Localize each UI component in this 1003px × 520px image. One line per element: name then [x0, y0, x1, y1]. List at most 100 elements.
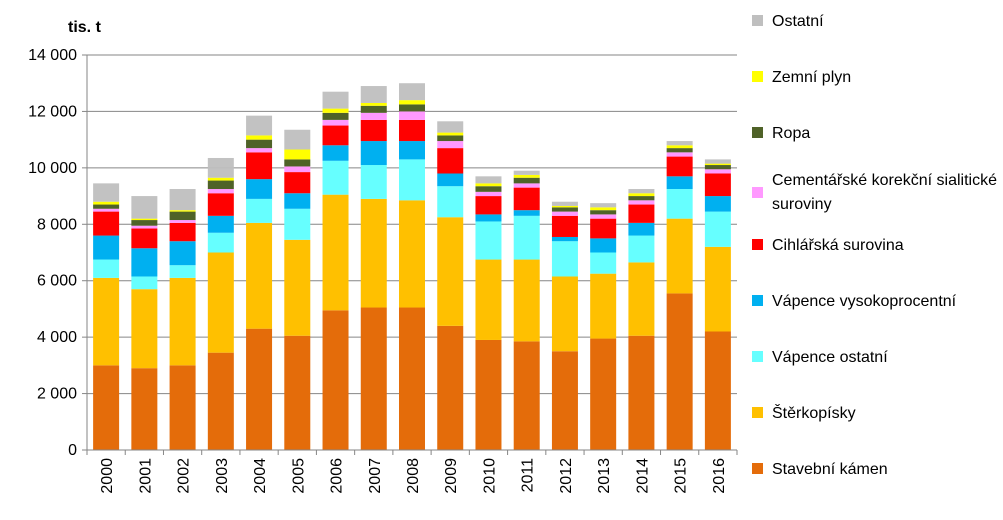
legend-label: Cihlářská surovina [772, 237, 904, 254]
bar-segment [666, 145, 693, 149]
x-tick-label: 2016 [711, 458, 728, 494]
bar-segment [169, 211, 196, 221]
bar-segment [551, 351, 578, 450]
bar-segment [666, 141, 693, 146]
bar-segment [284, 239, 311, 336]
bar-segment [475, 186, 502, 192]
legend-swatch [752, 407, 763, 418]
bar-segment [93, 235, 120, 260]
bar-segment [207, 157, 234, 178]
bar-segment [551, 207, 578, 212]
legend-swatch [752, 187, 763, 198]
bar-segment [704, 246, 731, 332]
bar-segment [399, 141, 425, 160]
bar-segment [551, 215, 578, 237]
legend-label: Ropa [772, 125, 810, 142]
y-axis-label: tis. t [68, 19, 102, 36]
bar-segment [322, 194, 349, 311]
bar-segment [284, 172, 311, 194]
legend-swatch [752, 351, 763, 362]
y-tick-label: 0 [68, 442, 77, 459]
x-tick-label: 2009 [443, 458, 460, 494]
bar-segment [93, 204, 120, 209]
bar-segment [246, 135, 273, 140]
bar-segment [666, 152, 693, 157]
bar-segment [513, 187, 540, 211]
bars [93, 83, 731, 450]
bar-segment [169, 241, 196, 266]
bar-segment [551, 211, 578, 216]
bar-segment [360, 102, 387, 106]
legend-label: Štěrkopísky [772, 403, 856, 422]
bar-segment [131, 228, 158, 249]
bar-segment [399, 159, 425, 201]
y-tick-label: 4 000 [37, 329, 77, 346]
bar-segment [704, 159, 731, 164]
bar-segment [437, 148, 464, 174]
bar-segment [704, 196, 731, 212]
x-tick-label: 2012 [558, 458, 575, 494]
bar-segment [551, 201, 578, 206]
bar-segment [628, 235, 655, 263]
bar-segment [666, 293, 693, 450]
x-tick-label: 2000 [99, 458, 116, 494]
bar-segment [437, 325, 464, 450]
bar-segment [169, 220, 196, 223]
bar-segment [437, 186, 464, 218]
bar-segment [360, 119, 387, 142]
bar-segment [551, 276, 578, 352]
bar-segment [399, 307, 425, 450]
bar-segment [284, 193, 311, 209]
bar-segment [399, 83, 425, 101]
x-tick-label: 2004 [252, 458, 269, 494]
bar-segment [590, 207, 617, 211]
x-tick-label: 2011 [520, 458, 537, 493]
legend-label: Ostatní [772, 13, 824, 30]
legend-swatch [752, 127, 763, 138]
bar-segment [169, 277, 196, 366]
bar-segment [322, 91, 349, 109]
bar-segment [322, 310, 349, 450]
bar-segment [551, 205, 578, 208]
bar-segment [322, 108, 349, 113]
bar-segment [169, 210, 196, 212]
bar-segment [284, 129, 311, 150]
bar-segment [704, 163, 731, 166]
bar-segment [93, 259, 120, 278]
bar-segment [628, 262, 655, 336]
bar-segment [93, 365, 120, 450]
legend-label: Vápence ostatní [772, 349, 888, 366]
bar-segment [207, 232, 234, 253]
bar-segment [399, 200, 425, 308]
bar-segment [131, 225, 158, 229]
bar-segment [207, 215, 234, 233]
bar-segment [704, 331, 731, 450]
bar-segment [284, 166, 311, 173]
y-tick-labels: 0 2 000 4 000 6 000 8 000 10 000 12 000 14 000 [28, 47, 77, 459]
bar-segment [437, 132, 464, 136]
legend-swatch [752, 295, 763, 306]
y-tick-label: 6 000 [37, 273, 77, 290]
bar-segment [131, 218, 158, 221]
bar-segment [590, 203, 617, 208]
legend: Ostatní Zemní plyn Ropa Cementářské korekčn… [752, 13, 997, 478]
bar-segment [590, 273, 617, 339]
bar-segment [513, 174, 540, 178]
legend-swatch [752, 15, 763, 26]
bar-segment [590, 210, 617, 215]
legend-label: Stavební kámen [772, 461, 888, 478]
bar-segment [628, 196, 655, 201]
bar-segment [513, 177, 540, 184]
bar-segment [360, 165, 387, 199]
bar-segment [513, 341, 540, 450]
y-tick-label: 14 000 [28, 47, 77, 64]
legend-swatch [752, 239, 763, 250]
bar-segment [322, 112, 349, 120]
y-tick-label: 2 000 [37, 386, 77, 403]
bar-segment [437, 217, 464, 326]
bar-segment [246, 328, 273, 450]
bar-segment [284, 149, 311, 160]
bar-segment [322, 125, 349, 146]
bar-segment [666, 156, 693, 177]
